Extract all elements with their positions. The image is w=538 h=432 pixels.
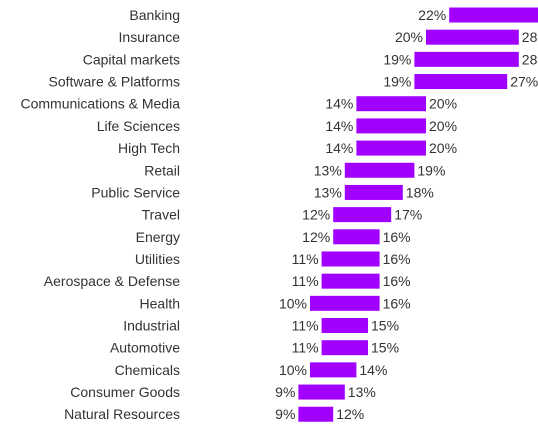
- end-value-label: 28%: [522, 29, 538, 45]
- range-bar: [298, 384, 345, 400]
- end-value-label: 20%: [429, 140, 457, 156]
- end-value-label: 16%: [383, 273, 411, 289]
- category-label: Retail: [144, 162, 180, 178]
- start-value-label: 9%: [275, 384, 295, 400]
- end-value-label: 19%: [417, 162, 445, 178]
- range-bar: [333, 229, 380, 245]
- start-value-label: 13%: [314, 162, 342, 178]
- range-bar: [333, 207, 392, 223]
- range-bar: [426, 29, 519, 45]
- start-value-label: 10%: [279, 362, 307, 378]
- start-value-label: 12%: [302, 207, 330, 223]
- range-bar: [344, 162, 415, 178]
- start-value-label: 9%: [275, 406, 295, 422]
- end-value-label: 12%: [336, 406, 364, 422]
- category-label: Utilities: [135, 251, 180, 267]
- end-value-label: 16%: [383, 229, 411, 245]
- start-value-label: 10%: [279, 295, 307, 311]
- category-label: Energy: [136, 229, 180, 245]
- range-bar: [298, 406, 334, 422]
- start-value-labels: 22% 20% 19% 19% 14% 14% 14% 13% 13% 12% 12% 11% 11% 1…: [275, 7, 446, 422]
- end-value-label: 20%: [429, 118, 457, 134]
- start-value-label: 11%: [292, 251, 319, 267]
- category-label: Aerospace & Defense: [44, 273, 180, 289]
- range-bar: [356, 96, 426, 112]
- start-value-label: 14%: [325, 140, 353, 156]
- end-value-labels: 30%28%28%27%20%20%20%19%18%17%16%16%16%1…: [336, 29, 538, 422]
- start-value-label: 14%: [325, 96, 353, 112]
- range-bar: [414, 74, 508, 90]
- end-value-label: 15%: [371, 340, 399, 356]
- end-value-label: 18%: [406, 184, 434, 200]
- range-bar: [321, 340, 368, 356]
- category-label: Travel: [142, 207, 180, 223]
- range-bar: [449, 7, 538, 23]
- start-value-label: 11%: [292, 318, 319, 334]
- category-label: Natural Resources: [64, 406, 180, 422]
- end-value-label: 28%: [522, 51, 538, 67]
- bars: [298, 7, 538, 422]
- range-bar: [344, 184, 403, 200]
- range-bar: [321, 251, 380, 267]
- end-value-label: 13%: [348, 384, 376, 400]
- category-label: Insurance: [119, 29, 181, 45]
- category-label: Chemicals: [115, 362, 180, 378]
- start-value-label: 14%: [325, 118, 353, 134]
- end-value-label: 16%: [383, 295, 411, 311]
- end-value-label: 17%: [394, 207, 422, 223]
- range-bar: [310, 362, 357, 378]
- start-value-label: 12%: [302, 229, 330, 245]
- category-labels: Banking Insurance Capital markets Software …: [20, 7, 180, 422]
- category-label: Software & Platforms: [49, 74, 181, 90]
- start-value-label: 11%: [292, 273, 319, 289]
- category-label: Life Sciences: [97, 118, 180, 134]
- start-value-label: 20%: [395, 29, 423, 45]
- start-value-label: 11%: [292, 340, 319, 356]
- end-value-label: 20%: [429, 96, 457, 112]
- category-label: Automotive: [110, 340, 180, 356]
- category-label: Communications & Media: [20, 96, 180, 112]
- start-value-label: 13%: [314, 184, 342, 200]
- category-label: Consumer Goods: [70, 384, 180, 400]
- range-bar: [321, 273, 380, 289]
- category-label: Public Service: [91, 184, 180, 200]
- end-value-label: 16%: [383, 251, 411, 267]
- start-value-label: 19%: [383, 74, 411, 90]
- category-label: High Tech: [118, 140, 180, 156]
- range-bar: [310, 295, 380, 311]
- end-value-label: 14%: [359, 362, 387, 378]
- range-bar: [321, 318, 368, 334]
- range-bar: [356, 118, 426, 134]
- start-value-label: 19%: [383, 51, 411, 67]
- end-value-label: 15%: [371, 318, 399, 334]
- category-label: Banking: [129, 7, 180, 23]
- range-bar: [414, 51, 519, 67]
- start-value-label: 22%: [418, 7, 446, 23]
- end-value-label: 27%: [510, 74, 538, 90]
- category-label: Industrial: [123, 318, 180, 334]
- category-label: Capital markets: [83, 51, 180, 67]
- range-bar: [356, 140, 426, 156]
- category-label: Health: [140, 295, 180, 311]
